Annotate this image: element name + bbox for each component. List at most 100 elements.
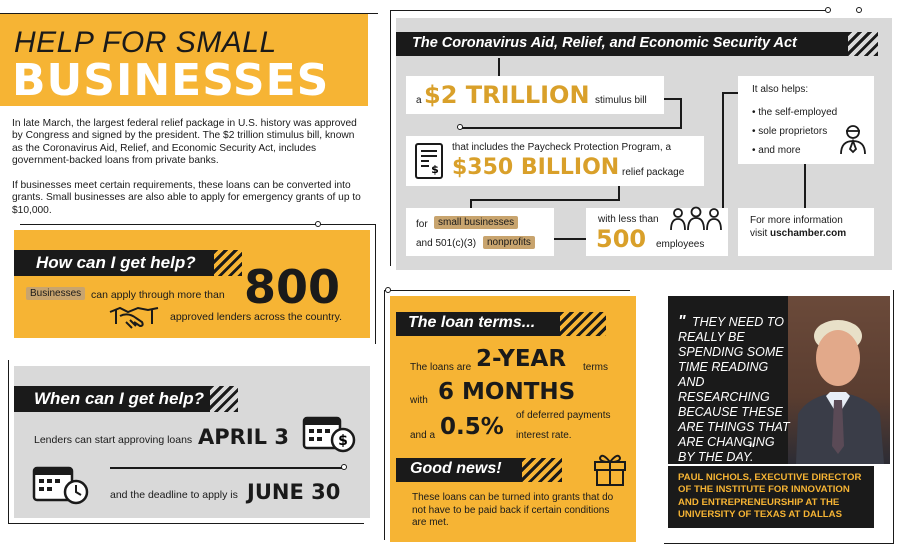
terms-l1a: The loans are	[410, 362, 472, 373]
terms-panel	[390, 296, 636, 542]
cares-url[interactable]: uschamber.com	[770, 228, 847, 239]
cares-link0-stub	[498, 58, 500, 76]
cares-box-trillion	[406, 76, 664, 114]
cares-link1-dot	[457, 124, 463, 130]
when-date2: JUNE 30	[247, 480, 341, 504]
cares-box-billion	[406, 136, 704, 186]
terms-panel-outline	[384, 290, 630, 540]
terms-connector-dot	[385, 287, 391, 293]
how-connector-dot	[315, 221, 321, 227]
when-line2: and the deadline to apply is	[110, 489, 238, 501]
terms-good-hatch	[522, 458, 562, 482]
cares-a: a	[416, 95, 422, 106]
when-panel-outline	[8, 360, 364, 524]
quote-attribution: PAUL NICHOLS, EXECUTIVE DIRECTOR OF THE …	[678, 472, 862, 521]
intro-paragraph-1: In late March, the largest federal relie…	[12, 118, 357, 166]
terms-l3b: 0.5%	[440, 414, 504, 440]
how-businesses-tag: Businesses	[26, 287, 86, 300]
cares-link2-across	[470, 199, 620, 201]
terms-note: These loans can be turned into grants th…	[412, 492, 614, 528]
calendar-dollar-icon: $	[302, 416, 356, 453]
cares-link1	[664, 98, 680, 100]
cares-more1: For more information	[750, 215, 843, 226]
worker-icon	[840, 125, 866, 155]
cares-box-more	[738, 208, 874, 256]
cares-link5	[804, 164, 806, 208]
terms-l3a: and a	[410, 430, 436, 441]
when-connector-dot	[341, 464, 347, 470]
cares-box-500	[586, 208, 728, 256]
quote-panel-outline	[664, 290, 894, 544]
cares-link4-up	[722, 92, 724, 208]
cares-for: for	[416, 219, 428, 230]
cares-amount1: $2 TRILLION	[424, 81, 590, 109]
when-connector-line	[110, 467, 346, 469]
terms-l2a: with	[410, 395, 428, 406]
cares-tag-nonprofits: nonprofits	[483, 236, 535, 249]
when-date1: APRIL 3	[198, 425, 289, 449]
header-line2: BUSINESSES	[12, 55, 330, 106]
list-item: • and more	[752, 145, 801, 156]
how-text2: approved lenders across the country.	[170, 311, 342, 323]
how-panel	[14, 230, 370, 338]
cares-helps-list: • the self-employed • sole proprietors •…	[752, 103, 837, 160]
intro-paragraph-2: If businesses meet certain requirements,…	[12, 180, 361, 216]
portrait-photo	[796, 320, 884, 464]
cares-also: It also helps:	[752, 84, 809, 95]
terms-title-hatch	[560, 312, 606, 336]
cares-title-hatch	[848, 32, 878, 56]
svg-text:$: $	[431, 163, 439, 176]
cares-tag-small-businesses: small businesses	[434, 216, 519, 229]
calendar-clock-icon	[32, 466, 89, 505]
cares-link1-down	[680, 98, 682, 128]
cares-ppp: that includes the Paycheck Protection Pr…	[452, 142, 672, 153]
cares-link3	[554, 238, 586, 240]
how-number: 800	[244, 260, 341, 314]
quote-text: THEY NEED TO REALLY BE SPENDING SOME TIM…	[678, 315, 790, 464]
cares-num: 500	[596, 225, 647, 253]
cares-panel-outline	[390, 10, 830, 266]
quote-open-mark: "	[678, 313, 686, 330]
quote-photo	[788, 296, 890, 464]
people-icon	[670, 206, 722, 231]
terms-l1b: 2-YEAR	[476, 346, 567, 372]
cares-link4-across	[722, 92, 738, 94]
list-item: • the self-employed	[752, 107, 838, 118]
cares-more2-line: visit uschamber.com	[750, 228, 847, 239]
when-title: When can I get help?	[14, 386, 210, 412]
cares-link1-across	[460, 127, 682, 129]
terms-good: Good news!	[396, 458, 522, 482]
cares-stim: stimulus bill	[595, 95, 647, 106]
cares-link2-down	[618, 186, 620, 200]
handshake-icon	[109, 306, 159, 329]
quote-close-mark: "	[748, 440, 755, 456]
how-text1: can apply through more than	[91, 289, 225, 301]
cares-connector-dot	[825, 7, 831, 13]
cares-title: The Coronavirus Aid, Relief, and Economi…	[396, 32, 848, 56]
how-panel-outline	[20, 224, 376, 344]
header-line1: HELP FOR SMALL	[14, 26, 277, 59]
terms-l2b: 6 MONTHS	[438, 379, 576, 405]
terms-l1c: terms	[583, 362, 608, 373]
cares-and: and 501(c)(3)	[416, 238, 477, 249]
terms-l2c: of deferred payments	[516, 410, 611, 421]
cares-corner-dot	[856, 7, 862, 13]
terms-title: The loan terms...	[396, 312, 560, 336]
list-item: • sole proprietors	[752, 126, 828, 137]
svg-text:$: $	[338, 433, 348, 449]
terms-l3c: interest rate.	[516, 430, 572, 441]
header-banner	[0, 14, 368, 106]
when-title-hatch	[210, 386, 238, 412]
quote-attribution-box	[668, 466, 874, 528]
when-line1: Lenders can start approving loans	[34, 434, 193, 446]
cares-relief: relief package	[622, 167, 685, 178]
cares-less: with less than	[598, 214, 659, 225]
header-outline-line	[0, 13, 378, 14]
gift-icon	[594, 454, 626, 486]
cares-amount2: $350 BILLION	[452, 155, 620, 180]
document-dollar-icon: $	[415, 143, 443, 179]
cares-link2-stub	[470, 199, 472, 209]
cares-emp: employees	[656, 239, 705, 250]
how-title-hatch	[214, 250, 242, 276]
how-title: How can I get help?	[14, 250, 214, 276]
